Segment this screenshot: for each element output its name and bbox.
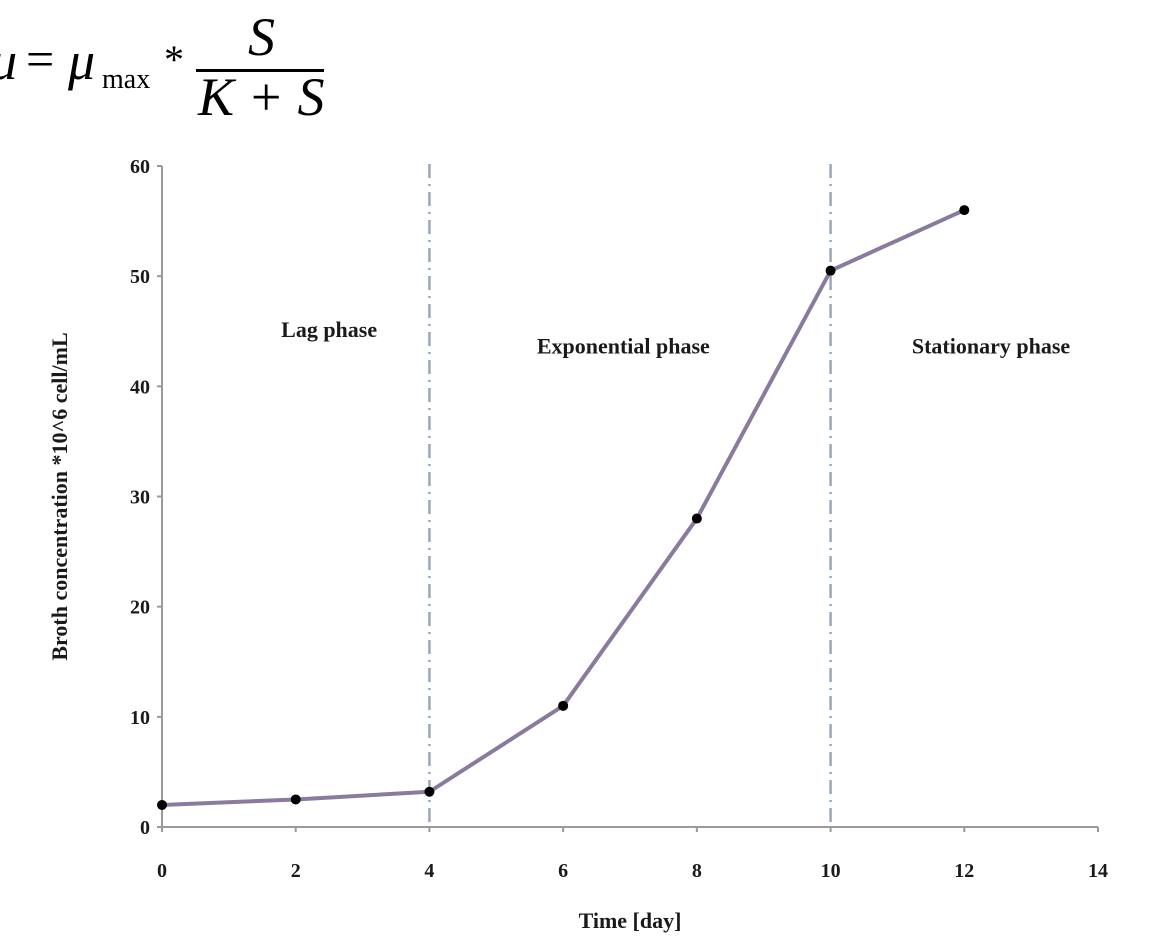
data-point bbox=[825, 265, 836, 276]
phase-label: Exponential phase bbox=[537, 333, 710, 358]
formula-denominator: K + S bbox=[198, 67, 325, 127]
formula-mu-max: μ bbox=[68, 31, 96, 91]
phase-labels: Lag phase Exponential phase Stationary pha… bbox=[281, 317, 1070, 359]
data-point bbox=[424, 786, 435, 797]
y-tick-label: 60 bbox=[130, 156, 150, 178]
y-tick-label: 30 bbox=[130, 487, 150, 509]
x-tick-label: 0 bbox=[157, 860, 167, 882]
phase-boundaries bbox=[428, 164, 832, 827]
data-point bbox=[959, 205, 970, 216]
x-tick-label: 14 bbox=[1088, 860, 1108, 882]
x-tick-label: 6 bbox=[558, 860, 568, 882]
x-tick-label: 12 bbox=[954, 860, 974, 882]
phase-label: Lag phase bbox=[281, 317, 377, 342]
series-line bbox=[161, 208, 966, 807]
chart-axes bbox=[161, 166, 1098, 828]
formula-mu: μ bbox=[0, 34, 17, 88]
x-tick-label: 4 bbox=[424, 860, 434, 882]
formula-fraction-bar bbox=[196, 69, 324, 72]
phase-label: Stationary phase bbox=[912, 333, 1071, 358]
y-axis-title: Broth concentration *10^6 cell/mL bbox=[47, 332, 72, 660]
data-point bbox=[290, 794, 301, 805]
data-point bbox=[558, 700, 569, 711]
chart-ticks: 0 2 4 6 8 10 12 14 0 10 20 30 40 50 60 bbox=[130, 156, 1108, 882]
y-tick-label: 50 bbox=[130, 266, 150, 288]
chart-series bbox=[157, 205, 970, 810]
y-tick-label: 10 bbox=[130, 707, 150, 729]
formula-equals: = bbox=[26, 31, 55, 87]
x-tick-label: 2 bbox=[291, 860, 301, 882]
x-tick-label: 10 bbox=[821, 860, 841, 882]
y-tick-label: 20 bbox=[130, 597, 150, 619]
y-tick-label: 40 bbox=[130, 376, 150, 398]
x-axis-title: Time [day] bbox=[579, 908, 682, 933]
data-point bbox=[157, 799, 167, 810]
formula-subscript: max bbox=[102, 64, 151, 95]
formula-numerator: S bbox=[248, 7, 275, 67]
x-tick-label: 8 bbox=[692, 860, 702, 882]
formula-times: * bbox=[164, 37, 184, 82]
y-tick-label: 0 bbox=[140, 817, 150, 839]
data-point bbox=[691, 513, 702, 524]
